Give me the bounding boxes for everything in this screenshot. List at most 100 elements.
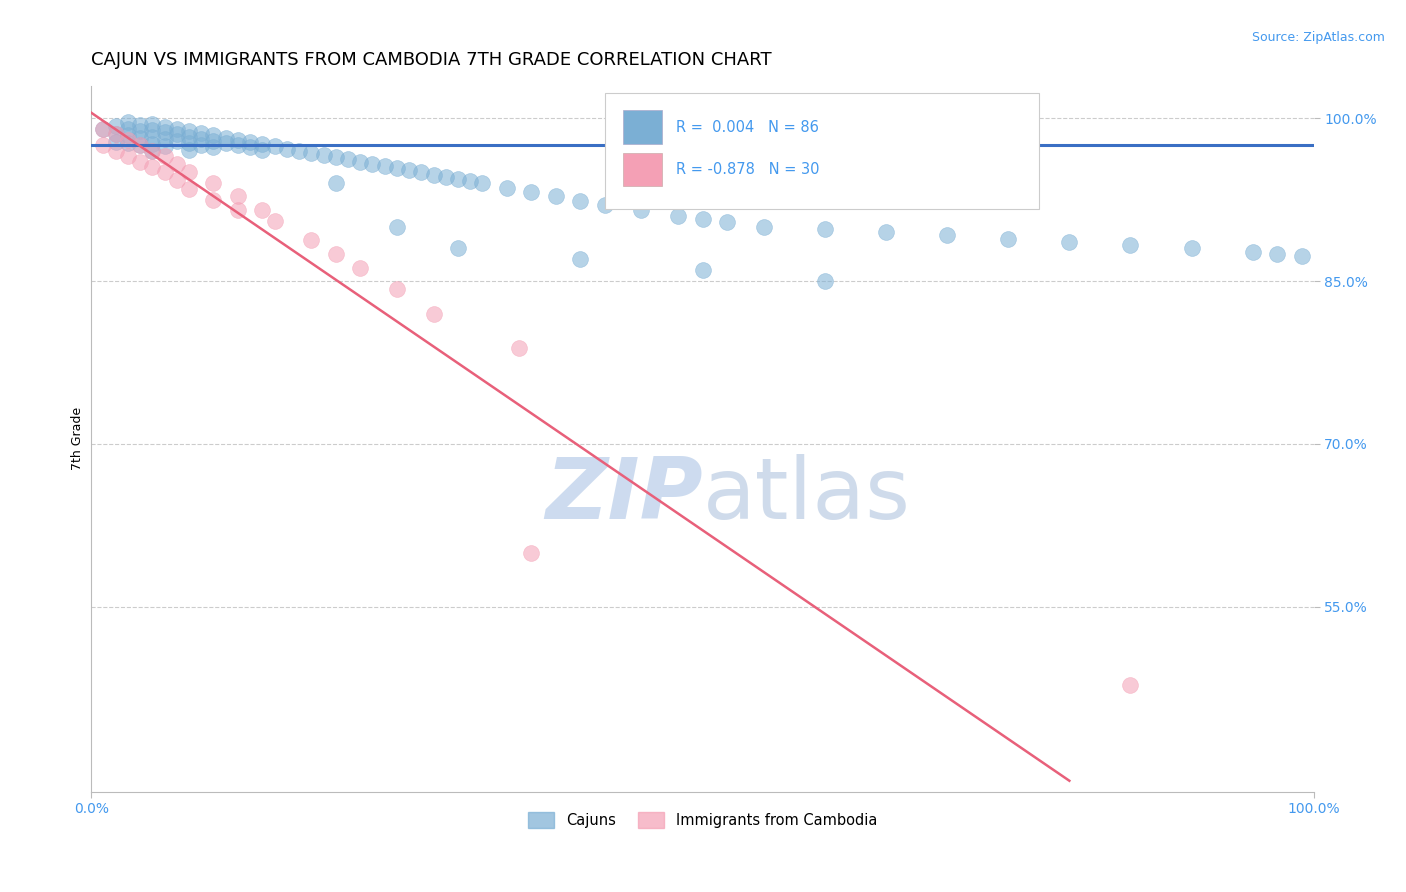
Point: [141, 123, 163, 137]
Point: [141, 116, 163, 130]
Point: [202, 134, 225, 148]
Text: CAJUN VS IMMIGRANTS FROM CAMBODIA 7TH GRADE CORRELATION CHART: CAJUN VS IMMIGRANTS FROM CAMBODIA 7TH GR…: [91, 51, 772, 69]
Point: [129, 154, 152, 169]
Point: [936, 228, 959, 243]
Point: [692, 263, 714, 277]
FancyBboxPatch shape: [605, 93, 1039, 209]
Point: [814, 222, 837, 236]
Point: [299, 233, 322, 247]
Point: [226, 133, 249, 147]
Point: [252, 137, 274, 152]
Point: [202, 140, 225, 154]
Point: [1119, 238, 1142, 252]
Point: [104, 119, 127, 133]
Point: [177, 182, 200, 196]
Point: [1181, 242, 1204, 256]
Point: [422, 168, 444, 182]
Point: [129, 124, 152, 138]
Text: R = -0.878   N = 30: R = -0.878 N = 30: [676, 162, 820, 177]
Y-axis label: 7th Grade: 7th Grade: [72, 407, 84, 470]
Point: [447, 242, 470, 256]
Point: [141, 160, 163, 174]
Point: [411, 165, 433, 179]
Legend: Cajuns, Immigrants from Cambodia: Cajuns, Immigrants from Cambodia: [522, 806, 883, 834]
Point: [666, 209, 689, 223]
Point: [226, 138, 249, 153]
Point: [129, 118, 152, 132]
Point: [129, 138, 152, 153]
Point: [349, 154, 371, 169]
Point: [263, 214, 285, 228]
Point: [1119, 678, 1142, 692]
Text: atlas: atlas: [703, 453, 911, 537]
Point: [190, 132, 212, 146]
Point: [153, 120, 176, 134]
Point: [166, 134, 188, 148]
Point: [447, 172, 470, 186]
Point: [569, 194, 592, 208]
Point: [129, 138, 152, 153]
Point: [1265, 247, 1288, 261]
Point: [276, 142, 298, 156]
Point: [569, 252, 592, 267]
Point: [177, 129, 200, 144]
Point: [496, 180, 519, 194]
Point: [520, 546, 543, 560]
Point: [239, 135, 262, 149]
Point: [1241, 244, 1264, 259]
Point: [104, 135, 127, 149]
Point: [104, 128, 127, 142]
Text: R =  0.004   N = 86: R = 0.004 N = 86: [676, 120, 818, 135]
Point: [166, 173, 188, 187]
Point: [202, 193, 225, 207]
Point: [312, 148, 335, 162]
Point: [177, 124, 200, 138]
Point: [385, 161, 408, 175]
Point: [544, 189, 567, 203]
Point: [117, 149, 139, 163]
Point: [153, 132, 176, 146]
Point: [117, 136, 139, 150]
Point: [226, 203, 249, 218]
Point: [325, 247, 347, 261]
Point: [104, 128, 127, 142]
Point: [252, 203, 274, 218]
Point: [299, 145, 322, 160]
Point: [104, 144, 127, 158]
Point: [361, 157, 384, 171]
Point: [325, 176, 347, 190]
Point: [190, 138, 212, 153]
Point: [434, 169, 457, 184]
Point: [752, 219, 775, 234]
Point: [166, 157, 188, 171]
Point: [458, 174, 481, 188]
Text: ZIP: ZIP: [546, 453, 703, 537]
Point: [385, 282, 408, 296]
Point: [93, 138, 115, 153]
Point: [153, 125, 176, 139]
Point: [166, 122, 188, 136]
Point: [471, 176, 494, 190]
Point: [117, 115, 139, 129]
Point: [129, 130, 152, 145]
Point: [117, 128, 139, 143]
Point: [508, 342, 530, 356]
Point: [692, 212, 714, 227]
Point: [226, 189, 249, 203]
Point: [202, 128, 225, 143]
Bar: [623, 153, 662, 186]
Point: [153, 149, 176, 163]
Point: [153, 165, 176, 179]
Point: [997, 232, 1019, 246]
Point: [141, 144, 163, 158]
Point: [875, 225, 897, 239]
Point: [288, 144, 311, 158]
Point: [177, 165, 200, 179]
Point: [93, 122, 115, 136]
Point: [349, 260, 371, 275]
Point: [177, 136, 200, 150]
Point: [190, 126, 212, 140]
Point: [422, 307, 444, 321]
Point: [215, 130, 238, 145]
Point: [141, 137, 163, 152]
